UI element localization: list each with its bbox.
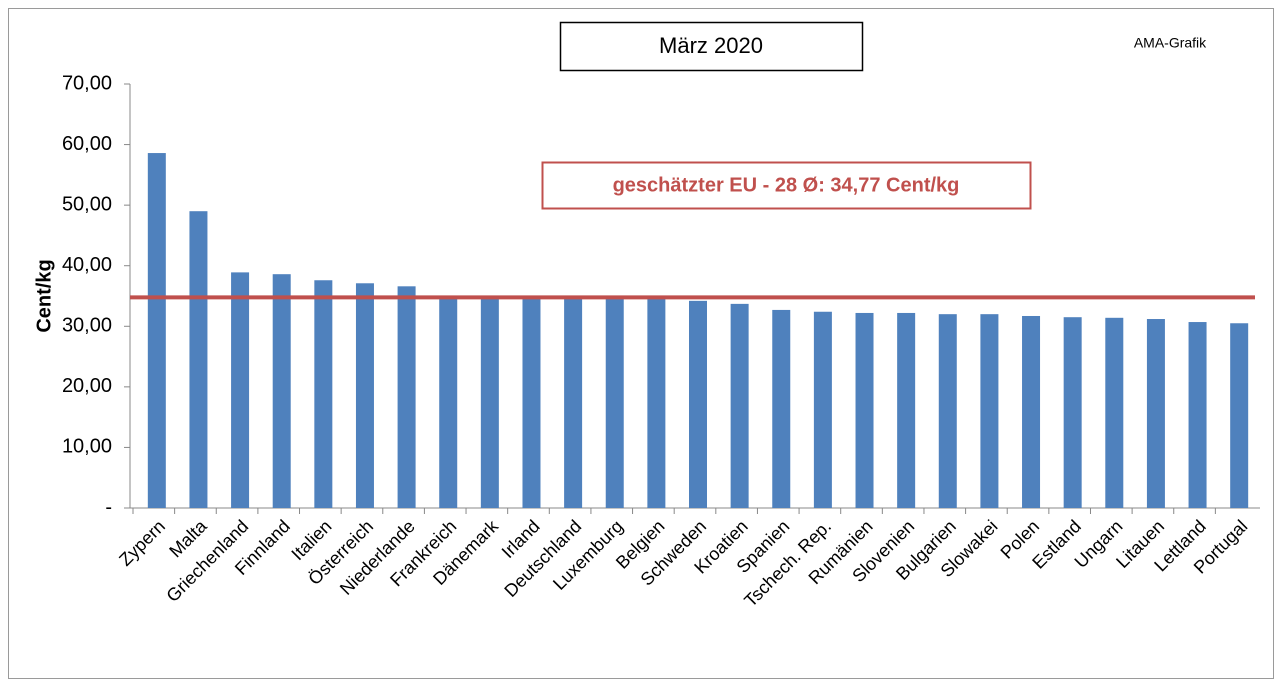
- bar: [1188, 322, 1207, 508]
- bar: [897, 312, 916, 508]
- annotation-box: [541, 161, 1032, 210]
- bar: [772, 309, 791, 508]
- bar: [480, 296, 499, 508]
- bar: [1063, 317, 1082, 508]
- bar: [397, 286, 416, 508]
- bar: [1105, 317, 1124, 508]
- bar: [189, 211, 208, 508]
- bar: [605, 297, 624, 508]
- bar: [813, 311, 832, 508]
- bar: [231, 272, 250, 508]
- bar: [564, 296, 583, 508]
- bar: [439, 296, 458, 508]
- bar: [522, 296, 541, 508]
- bar: [1230, 323, 1249, 508]
- y-tick-label: 60,00: [62, 133, 112, 155]
- bar: [980, 314, 999, 508]
- bar: [730, 303, 749, 508]
- chart-title: März 2020: [659, 33, 763, 58]
- bar: [689, 300, 707, 508]
- chart-frame: [8, 8, 1274, 679]
- y-tick-label: 70,00: [62, 72, 112, 94]
- y-tick-label: 30,00: [62, 315, 112, 337]
- y-tick-label: 20,00: [62, 375, 112, 397]
- source-label: AMA-Grafik: [1134, 35, 1207, 51]
- y-tick-label: -: [105, 496, 112, 518]
- bar: [938, 314, 957, 508]
- reference-label: geschätzter EU - 28 Ø: 34,77 Cent/kg: [613, 174, 960, 196]
- bar: [355, 283, 374, 508]
- bar: [1022, 315, 1041, 508]
- y-tick-label: 40,00: [62, 254, 112, 276]
- bar: [147, 153, 166, 508]
- title-box: [559, 21, 864, 72]
- bar: [314, 280, 333, 508]
- bar: [1146, 319, 1165, 508]
- y-tick-label: 10,00: [62, 436, 112, 458]
- bar: [272, 274, 291, 508]
- y-tick-label: 50,00: [62, 193, 112, 215]
- bar: [647, 297, 666, 508]
- y-axis-label: Cent/kg: [33, 259, 55, 332]
- bar: [855, 312, 874, 508]
